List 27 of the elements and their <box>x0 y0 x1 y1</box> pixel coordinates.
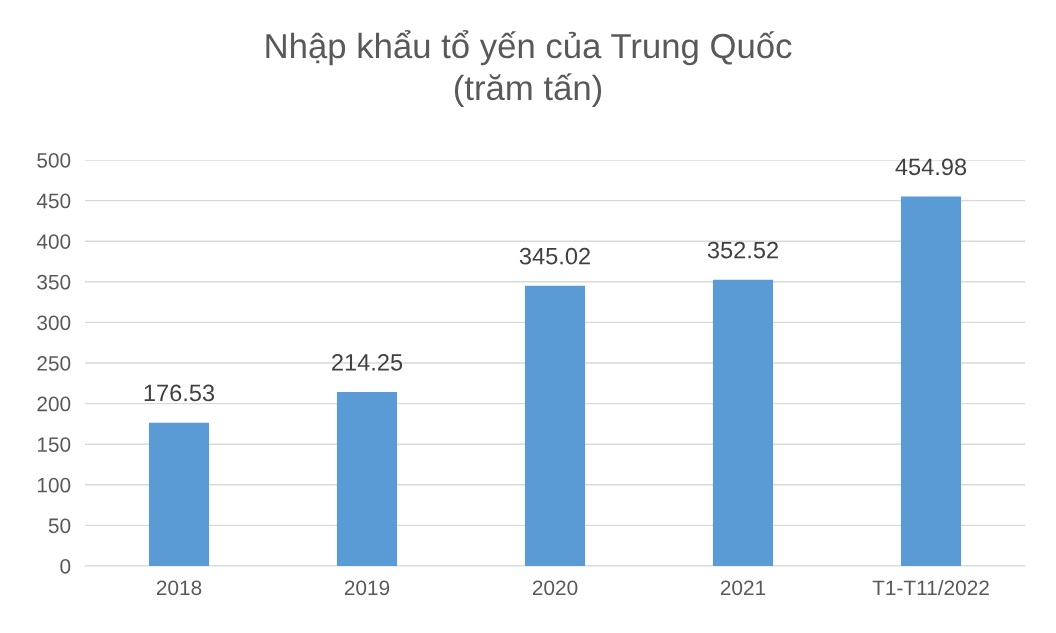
x-tick-label: 2019 <box>344 580 390 596</box>
x-tick-label: 2020 <box>532 580 578 596</box>
y-tick-label: 50 <box>48 518 71 534</box>
data-label: 352.52 <box>707 241 778 259</box>
y-tick-label: 250 <box>37 356 71 371</box>
bar <box>148 422 210 566</box>
bar <box>524 285 586 566</box>
y-tick-label: 100 <box>37 477 71 493</box>
bar <box>900 196 962 566</box>
y-tick-label: 200 <box>37 396 71 412</box>
data-label: 214.25 <box>332 353 403 371</box>
x-tick-label: 2021 <box>720 580 766 596</box>
y-tick-label: 500 <box>37 153 71 168</box>
data-label: 345.02 <box>519 247 590 265</box>
y-tick-label: 450 <box>36 193 71 209</box>
y-tick-label: 300 <box>37 315 71 331</box>
bar <box>336 392 398 566</box>
data-label: 454.98 <box>895 158 967 176</box>
y-tick-label: 150 <box>37 437 71 452</box>
y-tick-label: 400 <box>36 234 71 249</box>
bar <box>712 279 774 566</box>
chart-title: Nhập khẩu tổ yến của Trung Quốc (trăm tấn) <box>266 30 792 108</box>
y-tick-label: 350 <box>37 274 71 290</box>
x-tick-label: T1-T11/2022 <box>872 579 989 596</box>
x-tick-label: 2018 <box>156 580 202 596</box>
data-label: 176.53 <box>144 384 215 402</box>
y-tick-label: 0 <box>60 559 71 574</box>
